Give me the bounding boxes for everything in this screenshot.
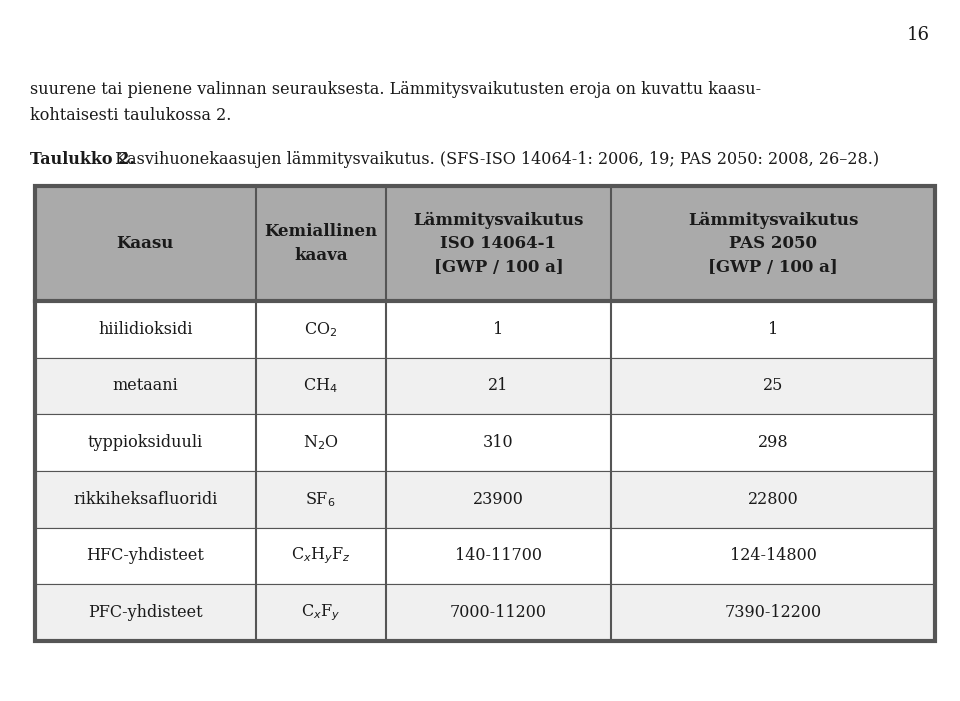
Text: 1: 1 xyxy=(493,321,504,338)
Text: Kasvihuonekaasujen lämmitysvaikutus. (SFS-ISO 14064-1: 2006, 19; PAS 2050: 2008,: Kasvihuonekaasujen lämmitysvaikutus. (SF… xyxy=(110,151,879,168)
Text: Lämmitysvaikutus
ISO 14064-1
[GWP / 100 a]: Lämmitysvaikutus ISO 14064-1 [GWP / 100 … xyxy=(414,212,584,275)
Text: 21: 21 xyxy=(489,378,509,395)
Bar xyxy=(35,358,935,414)
Text: hiilidioksidi: hiilidioksidi xyxy=(98,321,193,338)
Text: 23900: 23900 xyxy=(473,491,524,508)
Text: N$_2$O: N$_2$O xyxy=(302,433,339,452)
Text: metaani: metaani xyxy=(112,378,179,395)
Text: typpioksiduuli: typpioksiduuli xyxy=(87,434,203,451)
Text: 7000-11200: 7000-11200 xyxy=(450,604,547,621)
Bar xyxy=(35,414,935,471)
Bar xyxy=(35,471,935,528)
Text: 1: 1 xyxy=(768,321,779,338)
Bar xyxy=(35,186,935,301)
Text: C$_x$H$_y$F$_z$: C$_x$H$_y$F$_z$ xyxy=(291,545,350,566)
Text: CO$_2$: CO$_2$ xyxy=(304,320,338,339)
Text: kohtaisesti taulukossa 2.: kohtaisesti taulukossa 2. xyxy=(30,107,231,124)
Text: 124-14800: 124-14800 xyxy=(730,547,816,564)
Bar xyxy=(35,301,935,358)
Text: rikkiheksafluoridi: rikkiheksafluoridi xyxy=(73,491,217,508)
Text: 7390-12200: 7390-12200 xyxy=(725,604,822,621)
Text: HFC-yhdisteet: HFC-yhdisteet xyxy=(86,547,204,564)
Text: Taulukko 2.: Taulukko 2. xyxy=(30,151,134,168)
Text: CH$_4$: CH$_4$ xyxy=(303,376,338,395)
Text: SF$_6$: SF$_6$ xyxy=(305,490,336,509)
Text: 140-11700: 140-11700 xyxy=(455,547,542,564)
Text: 298: 298 xyxy=(757,434,788,451)
Text: 310: 310 xyxy=(483,434,514,451)
Text: PFC-yhdisteet: PFC-yhdisteet xyxy=(88,604,203,621)
Text: Lämmitysvaikutus
PAS 2050
[GWP / 100 a]: Lämmitysvaikutus PAS 2050 [GWP / 100 a] xyxy=(687,212,858,275)
Bar xyxy=(35,585,935,641)
Text: Kaasu: Kaasu xyxy=(116,235,174,252)
Bar xyxy=(35,528,935,585)
Bar xyxy=(35,186,935,641)
Text: Kemiallinen
kaava: Kemiallinen kaava xyxy=(264,223,377,264)
Text: 16: 16 xyxy=(907,26,930,44)
Text: 22800: 22800 xyxy=(748,491,799,508)
Text: 25: 25 xyxy=(763,378,783,395)
Text: C$_x$F$_y$: C$_x$F$_y$ xyxy=(301,602,341,623)
Text: suurene tai pienene valinnan seurauksesta. Lämmitysvaikutusten eroja on kuvattu : suurene tai pienene valinnan seurauksest… xyxy=(30,81,761,98)
